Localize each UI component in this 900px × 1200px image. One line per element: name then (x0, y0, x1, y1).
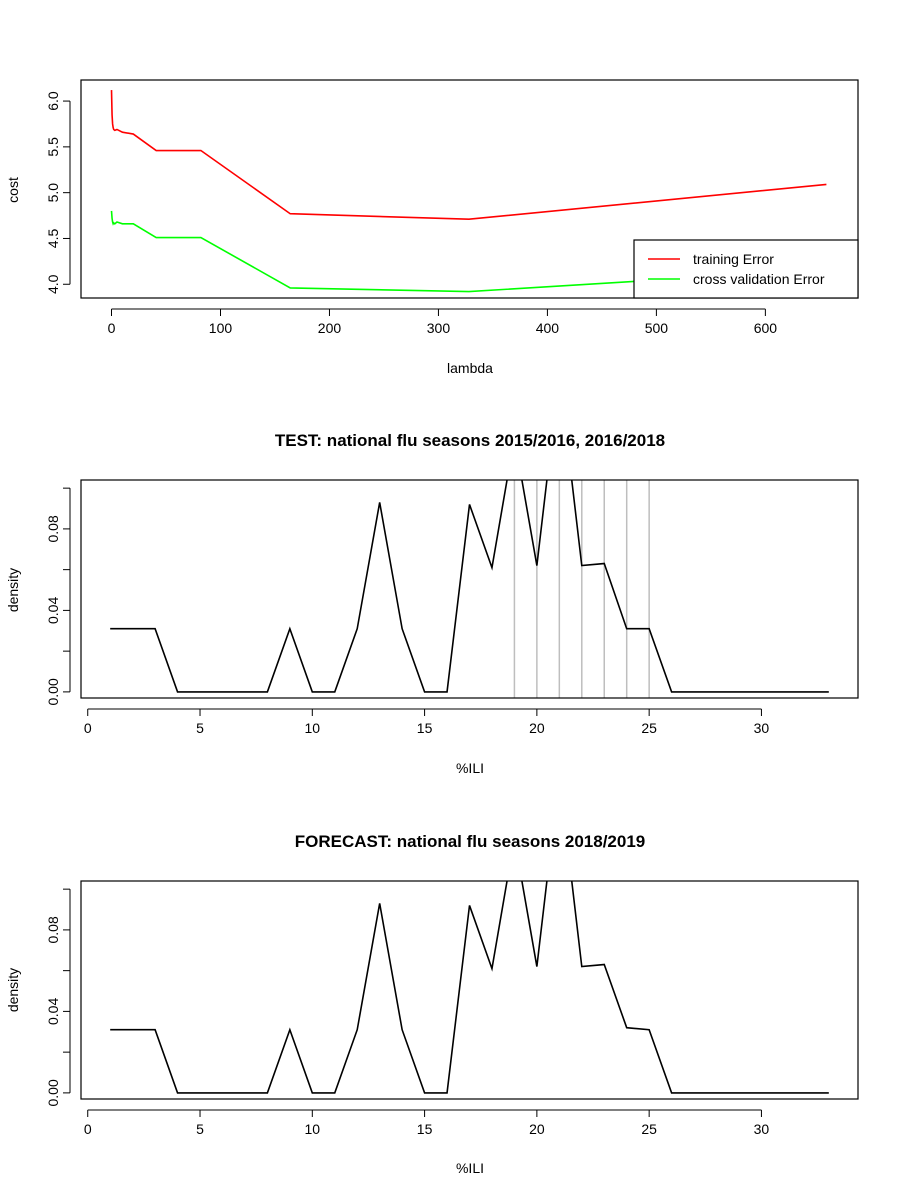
x-tick-label: 5 (196, 720, 204, 736)
series-line-1 (110, 881, 829, 1094)
y-tick-label: 0.08 (45, 515, 61, 542)
y-tick-label: 0.04 (45, 998, 61, 1025)
x-tick-label: 30 (754, 1121, 770, 1137)
x-tick-label: 600 (754, 320, 778, 336)
legend-label: cross validation Error (693, 271, 825, 287)
x-tick-label: 0 (84, 720, 92, 736)
legend: training Error cross validation Error (633, 239, 859, 299)
x-tick-label: 20 (529, 1121, 545, 1137)
x-tick-label: 10 (305, 720, 321, 736)
y-tick-label: 0.04 (45, 597, 61, 624)
x-tick-label: 0 (84, 1121, 92, 1137)
y-tick-label: 0.00 (45, 1079, 61, 1106)
x-tick-label: 30 (754, 720, 770, 736)
chart-title: FORECAST: national flu seasons 2018/2019 (295, 832, 646, 851)
x-tick-label: 20 (529, 720, 545, 736)
x-tick-label: 10 (305, 1121, 321, 1137)
x-tick-label: 0 (108, 320, 116, 336)
plot-frame (80, 479, 859, 699)
forecast-density-chart: FORECAST: national flu seasons 2018/2019… (5, 832, 859, 1176)
y-axis-label: density (5, 568, 21, 612)
x-tick-label: 15 (417, 720, 433, 736)
x-tick-label: 25 (641, 1121, 657, 1137)
x-tick-label: 100 (209, 320, 233, 336)
x-axis-label: %ILI (456, 1160, 484, 1176)
series-line-2 (110, 210, 827, 293)
y-axis-label: density (5, 968, 21, 1012)
x-tick-label: 5 (196, 1121, 204, 1137)
y-tick-label: 5.0 (45, 183, 61, 203)
y-tick-label: 0.08 (45, 916, 61, 943)
y-tick-label: 4.5 (45, 229, 61, 249)
x-tick-label: 500 (645, 320, 669, 336)
series-line-1 (110, 90, 827, 221)
x-axis-label: %ILI (456, 760, 484, 776)
plot-frame (80, 79, 859, 299)
legend-label: training Error (693, 251, 774, 267)
x-tick-label: 400 (536, 320, 560, 336)
y-tick-label: 4.0 (45, 274, 61, 294)
cost-lambda-chart: lambda cost 0 100 200 300 400 500 600 4.0 4.5 5.0… (5, 79, 859, 376)
x-tick-label: 15 (417, 1121, 433, 1137)
x-tick-label: 200 (318, 320, 342, 336)
series-line-1 (110, 480, 829, 693)
y-tick-label: 0.00 (45, 678, 61, 705)
x-axis-label: lambda (447, 360, 493, 376)
legend-box (633, 239, 859, 299)
chart-title: TEST: national flu seasons 2015/2016, 20… (275, 431, 665, 450)
x-tick-label: 300 (427, 320, 451, 336)
test-density-chart: TEST: national flu seasons 2015/2016, 20… (5, 431, 859, 776)
y-axis-label: cost (5, 177, 21, 203)
plot-frame (80, 880, 859, 1100)
y-tick-label: 6.0 (45, 91, 61, 111)
y-tick-label: 5.5 (45, 137, 61, 157)
x-tick-label: 25 (641, 720, 657, 736)
